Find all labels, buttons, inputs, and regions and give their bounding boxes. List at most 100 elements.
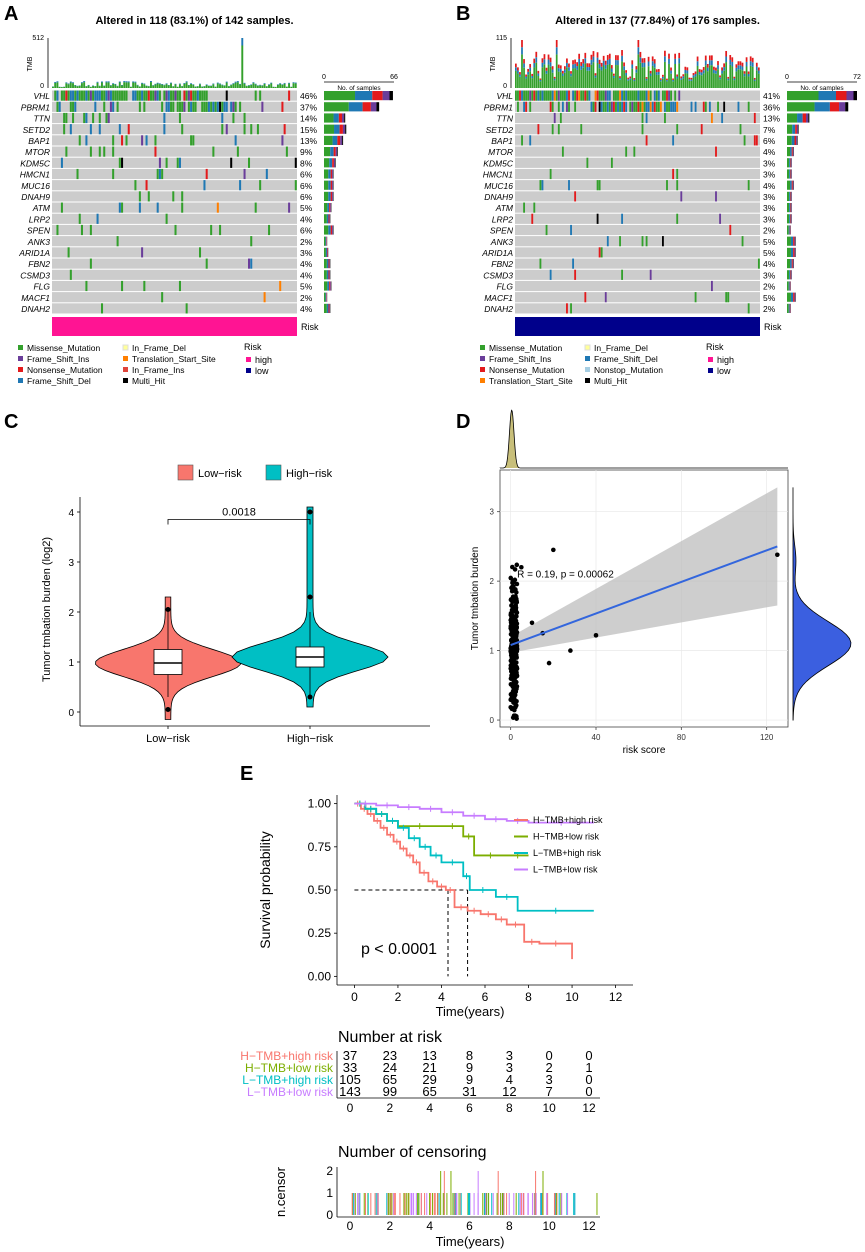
tmb-bar [592, 56, 595, 63]
mutation-cell [230, 101, 233, 112]
legend-swatch [18, 367, 23, 372]
count-bar [326, 214, 329, 224]
mutation-cell [668, 101, 670, 112]
tmb-bar [688, 80, 691, 88]
mutation-cell [76, 168, 79, 180]
tmb-bar [83, 81, 86, 83]
y-tick-label: 0.50 [308, 883, 332, 897]
tmb-bar [156, 83, 159, 88]
gene-label: SETD2 [23, 125, 51, 135]
mutation-cell [566, 303, 568, 314]
tmb-bar [574, 59, 576, 64]
scatter-point [511, 584, 516, 589]
legend-swatch [480, 356, 485, 361]
legend-label: Multi_Hit [594, 376, 628, 386]
mutation-cell [662, 236, 664, 247]
mutation-cell [103, 90, 106, 101]
tmb-bar [623, 62, 625, 67]
tmb-bar [649, 76, 652, 88]
gene-percent: 3% [763, 192, 776, 202]
gene-percent: 4% [763, 147, 776, 157]
mutation-cell [63, 112, 66, 124]
tmb-bar [621, 55, 623, 62]
tmb-bar [584, 52, 587, 59]
tmb-bar [89, 86, 92, 88]
tmb-bar [288, 82, 291, 84]
mutation-cell [254, 90, 257, 101]
tmb-bar [680, 76, 683, 79]
tmb-min-label: 0 [503, 83, 507, 90]
count-bar [328, 214, 330, 224]
tmb-bar [580, 69, 583, 88]
tmb-bar [631, 68, 634, 88]
tmb-bar [54, 81, 57, 83]
tmb-bar [608, 58, 611, 65]
gene-percent: 6% [300, 192, 313, 202]
tmb-bar [674, 53, 676, 59]
tmb-bar [694, 73, 697, 77]
gene-label: DNAH9 [21, 192, 50, 202]
mutation-cell [181, 101, 184, 112]
scatter-point [514, 648, 520, 654]
tmb-bar [270, 82, 273, 84]
count-bar [329, 303, 331, 313]
gene-row-bg [515, 191, 760, 202]
x-tick-label: 2 [395, 990, 402, 1004]
count-bar [787, 191, 790, 201]
tmb-bar [566, 58, 568, 63]
tmb-bar [564, 72, 566, 88]
tmb-max-label: 115 [496, 35, 507, 42]
scatter-point [775, 552, 780, 558]
tmb-bar [745, 66, 748, 88]
mutation-cell [621, 269, 624, 280]
tmb-bar [737, 61, 740, 66]
gene-label: ANK3 [490, 237, 513, 247]
gene-row-bg [52, 112, 297, 124]
tmb-bar [606, 55, 609, 60]
tmb-bar [745, 61, 748, 67]
scatter-point [514, 562, 520, 568]
legend-swatch [585, 356, 590, 361]
tmb-bar [598, 59, 601, 65]
tmb-bar [216, 82, 219, 84]
risk-bar [515, 317, 760, 336]
mutation-cell [165, 213, 168, 224]
tmb-bar [163, 85, 166, 88]
tmb-bar [590, 59, 593, 65]
marginal-density-x [500, 409, 788, 469]
mutation-cell [138, 191, 141, 202]
gene-percent: 5% [763, 248, 776, 258]
mutation-cell [163, 124, 166, 135]
tmb-bar [268, 84, 270, 88]
tmb-bar [670, 70, 672, 74]
risk-legend-title: Risk [244, 342, 262, 352]
mutation-cell [641, 236, 644, 247]
tmb-bar [698, 74, 701, 88]
tmb-bar [541, 67, 544, 88]
mutation-cell [657, 90, 660, 101]
tmb-bar [285, 86, 288, 88]
tmb-bar [723, 70, 725, 88]
tmb-bar [700, 75, 703, 88]
tmb-bar [114, 84, 117, 88]
mutation-cell [225, 124, 228, 135]
p-value: p < 0.0001 [361, 941, 437, 958]
legend-label: Frame_Shift_Del [594, 354, 658, 364]
tmb-bar [698, 69, 701, 72]
tmb-bar [588, 67, 591, 71]
mutation-cell [666, 180, 668, 191]
tmb-bar [721, 67, 723, 71]
tmb-bar [696, 65, 699, 88]
tmb-bar [737, 65, 740, 70]
count-bar [328, 259, 330, 269]
risk-legend-swatch [708, 357, 713, 362]
tmb-bar [655, 69, 658, 73]
tmb-bar [655, 74, 658, 88]
tmb-bar [735, 64, 738, 68]
outlier [165, 707, 171, 712]
tmb-bar [686, 67, 689, 71]
significance-bracket [167, 519, 311, 525]
tmb-bar [564, 69, 566, 73]
tmb-bar [265, 86, 268, 88]
gene-label: VHL [33, 91, 50, 101]
